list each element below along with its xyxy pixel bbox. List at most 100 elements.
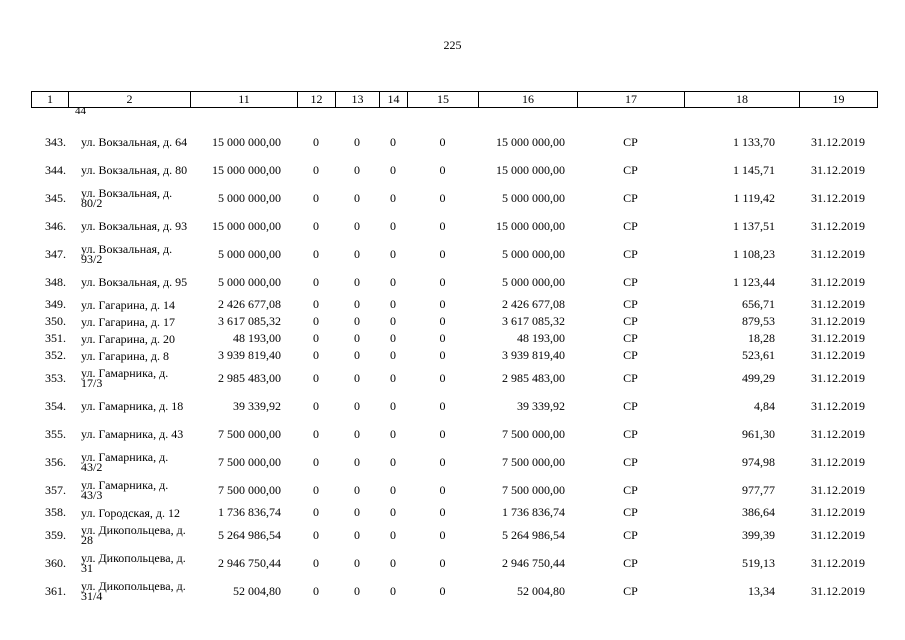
date-cell: 31.12.2019 xyxy=(811,583,865,598)
row-number: 349. xyxy=(45,297,66,311)
row-number: 356. xyxy=(45,454,66,469)
code-cell: СР xyxy=(623,190,638,205)
address-cell: ул. Городская, д. 12 xyxy=(81,505,181,520)
zero-cell: 0 xyxy=(313,331,319,345)
column-header: 13 xyxy=(335,91,380,108)
zero-cell: 0 xyxy=(439,370,446,385)
date-cell: 31.12.2019 xyxy=(811,348,865,362)
table-row: 360. ул. Дикопольцева, д. 31 2 946 750,44 0… xyxy=(31,549,877,577)
row-number: 348. xyxy=(45,274,66,289)
column-header: 14 xyxy=(379,91,408,108)
column-header: 16 xyxy=(478,91,578,108)
amount-cell: 5 264 986,54 xyxy=(218,527,281,542)
total-cell: 2 426 677,08 xyxy=(502,297,565,311)
zero-cell: 0 xyxy=(390,190,396,205)
code-cell: СР xyxy=(623,331,638,345)
zero-cell: 0 xyxy=(390,314,396,328)
zero-cell: 0 xyxy=(354,134,360,149)
date-cell: 31.12.2019 xyxy=(811,527,865,542)
zero-cell: 0 xyxy=(313,454,319,469)
row-number: 360. xyxy=(45,555,66,570)
code-cell: СР xyxy=(623,482,638,497)
address-cell: ул. Гамарника, д. 18 xyxy=(81,399,184,413)
total-cell: 2 946 750,44 xyxy=(502,555,565,570)
code-cell: СР xyxy=(623,398,638,413)
amount-cell: 15 000 000,00 xyxy=(212,134,281,149)
zero-cell: 0 xyxy=(354,162,360,177)
zero-cell: 0 xyxy=(439,134,446,149)
row-number: 359. xyxy=(45,527,66,542)
code-cell: СР xyxy=(623,314,638,328)
date-cell: 31.12.2019 xyxy=(811,426,865,441)
code-cell: СР xyxy=(623,583,638,598)
amount-cell: 5 000 000,00 xyxy=(218,190,281,205)
rate-cell: 499,29 xyxy=(742,370,775,385)
zero-cell: 0 xyxy=(313,370,319,385)
row-number: 351. xyxy=(45,331,66,345)
table-row: 346. ул. Вокзальная, д. 93 15 000 000,00 0 0… xyxy=(31,212,877,240)
rate-cell: 13,34 xyxy=(748,583,775,598)
amount-cell: 48 193,00 xyxy=(233,331,281,345)
address-cell: ул. Гагарина, д. 17 xyxy=(81,314,175,329)
date-cell: 31.12.2019 xyxy=(811,370,865,385)
zero-cell: 0 xyxy=(390,370,396,385)
zero-cell: 0 xyxy=(313,426,319,441)
zero-cell: 0 xyxy=(390,426,396,441)
zero-cell: 0 xyxy=(354,527,360,542)
amount-cell: 3 617 085,32 xyxy=(218,314,281,328)
zero-cell: 0 xyxy=(354,190,360,205)
zero-cell: 0 xyxy=(313,398,319,413)
zero-cell: 0 xyxy=(439,527,446,542)
zero-cell: 0 xyxy=(390,297,396,311)
table-row: 352. ул. Гагарина, д. 8 3 939 819,40 0 0 0 0 3 … xyxy=(31,347,877,364)
table-body: 343. ул. Вокзальная, д. 64 15 000 000,00 0 0… xyxy=(31,128,877,605)
rate-cell: 386,64 xyxy=(742,505,775,519)
code-cell: СР xyxy=(623,454,638,469)
rate-cell: 974,98 xyxy=(742,454,775,469)
address-cell: ул. Гамарника, д. 43/3 xyxy=(81,478,169,502)
amount-cell: 1 736 836,74 xyxy=(218,505,281,519)
total-cell: 3 939 819,40 xyxy=(502,348,565,362)
amount-cell: 5 000 000,00 xyxy=(218,274,281,289)
zero-cell: 0 xyxy=(390,348,396,362)
zero-cell: 0 xyxy=(390,398,396,413)
amount-cell: 2 946 750,44 xyxy=(218,555,281,570)
code-cell: СР xyxy=(623,527,638,542)
address-cell: ул. Дикопольцева, д. 31/4 xyxy=(81,579,186,603)
rate-cell: 18,28 xyxy=(748,331,775,345)
zero-cell: 0 xyxy=(313,218,319,233)
zero-cell: 0 xyxy=(313,246,319,261)
rate-cell: 4,84 xyxy=(754,398,775,413)
table-row: 361. ул. Дикопольцева, д. 31/4 52 004,80 0 0… xyxy=(31,577,877,605)
code-cell: СР xyxy=(623,505,638,519)
carry-over-text: 44 xyxy=(75,105,86,117)
rate-cell: 1 123,44 xyxy=(733,274,775,289)
table-row: 344. ул. Вокзальная, д. 80 15 000 000,00 0 0… xyxy=(31,156,877,184)
code-cell: СР xyxy=(623,162,638,177)
total-cell: 7 500 000,00 xyxy=(502,454,565,469)
zero-cell: 0 xyxy=(439,583,446,598)
zero-cell: 0 xyxy=(390,134,396,149)
table-row: 359. ул. Дикопольцева, д. 28 5 264 986,54 0… xyxy=(31,521,877,549)
rate-cell: 656,71 xyxy=(742,297,775,311)
zero-cell: 0 xyxy=(354,246,360,261)
table-row: 349. ул. Гагарина, д. 14 2 426 677,08 0 0 0 0 2… xyxy=(31,296,877,313)
address-cell: ул. Гагарина, д. 8 xyxy=(81,348,169,363)
total-cell: 52 004,80 xyxy=(517,583,565,598)
date-cell: 31.12.2019 xyxy=(811,246,865,261)
total-cell: 15 000 000,00 xyxy=(496,134,565,149)
amount-cell: 7 500 000,00 xyxy=(218,426,281,441)
address-cell: ул. Гамарника, д. 17/3 xyxy=(81,366,169,390)
zero-cell: 0 xyxy=(390,274,396,289)
amount-cell: 7 500 000,00 xyxy=(218,454,281,469)
total-cell: 5 264 986,54 xyxy=(502,527,565,542)
date-cell: 31.12.2019 xyxy=(811,482,865,497)
code-cell: СР xyxy=(623,274,638,289)
zero-cell: 0 xyxy=(313,348,319,362)
zero-cell: 0 xyxy=(354,505,360,519)
row-number: 344. xyxy=(45,162,66,177)
code-cell: СР xyxy=(623,134,638,149)
zero-cell: 0 xyxy=(313,482,319,497)
amount-cell: 3 939 819,40 xyxy=(218,348,281,362)
zero-cell: 0 xyxy=(439,348,446,362)
